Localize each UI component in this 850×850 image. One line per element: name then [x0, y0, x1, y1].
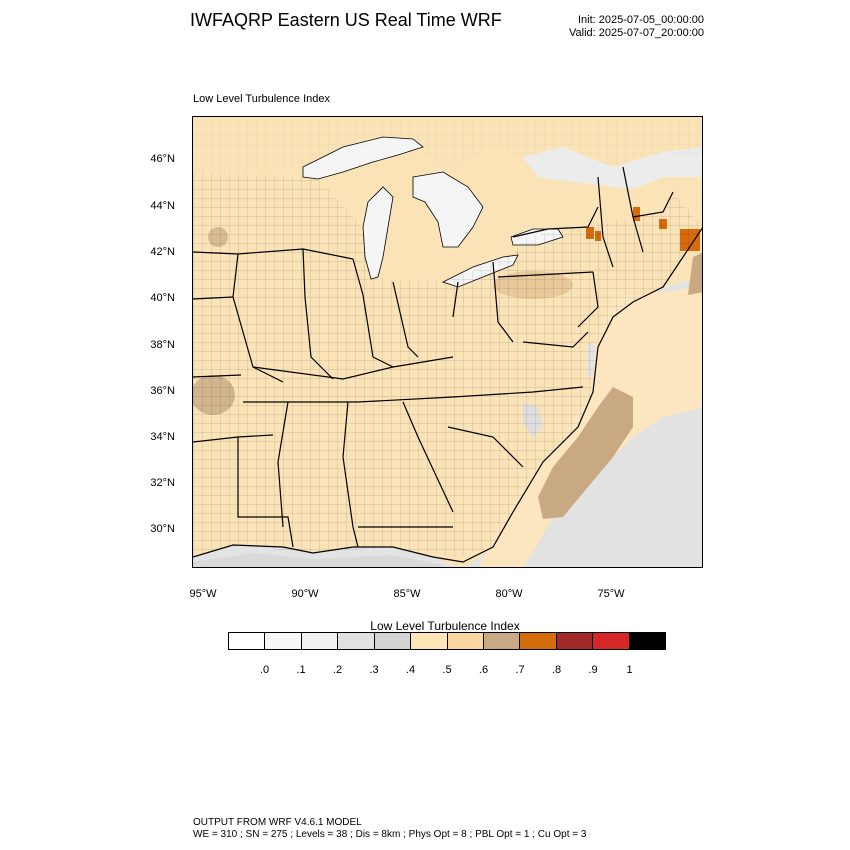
- colorbar-label: .0: [259, 664, 270, 676]
- lat-label: 32°N: [150, 477, 175, 489]
- colorbar: [228, 632, 666, 650]
- colorbar-label: .1: [296, 664, 306, 676]
- lon-label: 80°W: [495, 588, 523, 600]
- lon-label: 95°W: [189, 588, 217, 600]
- northern-canada-light: [523, 147, 702, 189]
- footer-config-line: WE = 310 ; SN = 275 ; Levels = 38 ; Dis …: [193, 829, 587, 840]
- map-field-label: Low Level Turbulence Index: [193, 93, 330, 105]
- lat-label: 36°N: [150, 385, 175, 397]
- lon-label: 75°W: [597, 588, 625, 600]
- colorbar-cell: [556, 633, 594, 649]
- colorbar-cell: [483, 633, 521, 649]
- colorbar-cell: [338, 633, 375, 649]
- colorbar-cell: [374, 633, 412, 649]
- lon-label: 85°W: [393, 588, 421, 600]
- colorbar-label: 1: [626, 664, 633, 676]
- lat-label: 40°N: [150, 292, 175, 304]
- colorbar-label: .6: [478, 664, 489, 676]
- us-county-lines: [193, 172, 702, 557]
- offshore-mid-2: [688, 252, 702, 295]
- colorbar-label: .4: [405, 664, 416, 676]
- lat-label: 46°N: [150, 153, 175, 165]
- plot-title: IWFAQRP Eastern US Real Time WRF: [190, 10, 502, 30]
- offshore-mid-region: [538, 387, 633, 519]
- valid-time: Valid: 2025-07-07_20:00:00: [569, 27, 704, 39]
- colorbar-cell: [593, 633, 630, 649]
- gulf-light: [193, 553, 443, 567]
- lon-label: 90°W: [291, 588, 319, 600]
- coastline: [193, 227, 702, 563]
- colorbar-cell: [229, 633, 266, 649]
- run-times: Init: 2025-07-05_00:00:00 Valid: 2025-07…: [569, 14, 704, 40]
- colorbar-cell: [629, 633, 666, 649]
- colorbar-cell: [265, 633, 302, 649]
- footer-model-line: OUTPUT FROM WRF V4.6.1 MODEL: [193, 817, 362, 828]
- colorbar-cell: [520, 633, 557, 649]
- lat-label: 42°N: [150, 246, 175, 258]
- turbulence-map: [192, 116, 703, 568]
- map-canvas: [193, 117, 702, 567]
- lat-label: 44°N: [150, 200, 175, 212]
- nh-high: [633, 207, 640, 221]
- lat-label: 30°N: [150, 523, 175, 535]
- lat-label: 34°N: [150, 431, 175, 443]
- colorbar-cell: [447, 633, 484, 649]
- colorbar-cell: [301, 633, 339, 649]
- colorbar-label: .8: [551, 664, 562, 676]
- colorbar-title: Low Level Turbulence Index: [370, 619, 520, 633]
- colorbar-label: .9: [588, 664, 598, 676]
- colorbar-label: .5: [442, 664, 452, 676]
- lake-huron: [412, 171, 484, 248]
- lat-label: 38°N: [150, 339, 175, 351]
- model-footer: OUTPUT FROM WRF V4.6.1 MODEL WE = 310 ; …: [193, 817, 586, 841]
- init-time: Init: 2025-07-05_00:00:00: [578, 14, 704, 26]
- county-lines-overlay: [193, 117, 702, 172]
- colorbar-cell: [411, 633, 448, 649]
- colorbar-label: .3: [369, 664, 379, 676]
- colorbar-label: .2: [332, 664, 343, 676]
- colorbar-label: .7: [515, 664, 525, 676]
